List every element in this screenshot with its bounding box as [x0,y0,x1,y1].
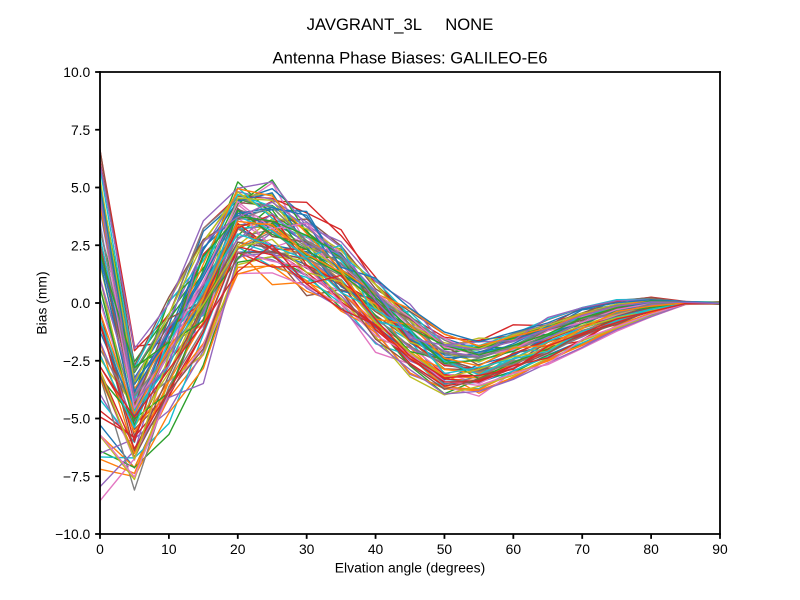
svg-text:Bias (mm): Bias (mm) [34,271,50,334]
svg-text:−5.0: −5.0 [63,411,91,427]
svg-text:0: 0 [96,541,104,557]
svg-text:60: 60 [506,541,522,557]
svg-text:10: 10 [161,541,177,557]
svg-text:−7.5: −7.5 [63,468,91,484]
svg-text:70: 70 [575,541,591,557]
svg-text:90: 90 [712,541,728,557]
svg-text:Antenna Phase Biases: GALILEO-: Antenna Phase Biases: GALILEO-E6 [273,49,548,68]
svg-text:−10.0: −10.0 [55,526,90,542]
svg-text:0.0: 0.0 [71,295,91,311]
svg-text:−2.5: −2.5 [63,353,91,369]
svg-text:10.0: 10.0 [63,64,90,80]
svg-text:2.5: 2.5 [71,237,91,253]
svg-text:40: 40 [368,541,384,557]
svg-text:30: 30 [299,541,315,557]
svg-text:5.0: 5.0 [71,180,91,196]
svg-text:7.5: 7.5 [71,122,91,138]
svg-text:JAVGRANT_3L NONE: JAVGRANT_3L NONE [307,15,494,34]
svg-text:Elvation angle (degrees): Elvation angle (degrees) [335,559,485,575]
svg-text:80: 80 [643,541,659,557]
svg-text:20: 20 [230,541,246,557]
svg-text:50: 50 [437,541,453,557]
